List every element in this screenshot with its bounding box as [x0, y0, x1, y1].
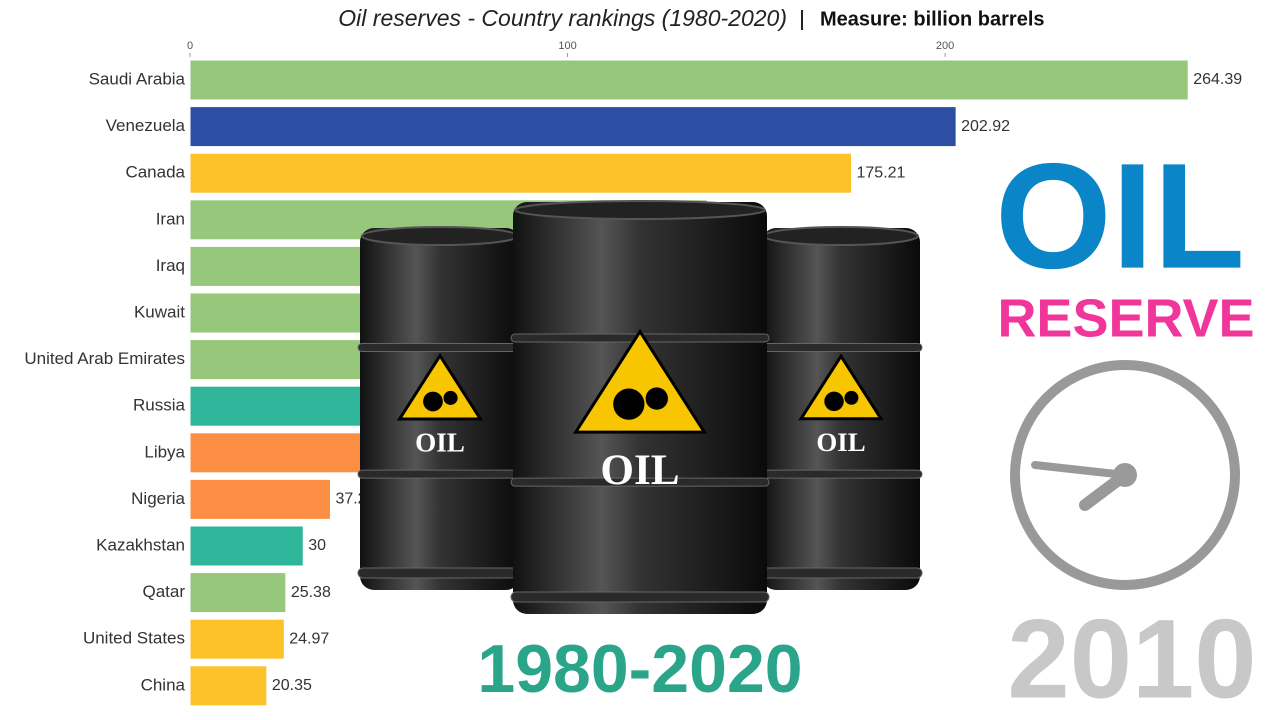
year-label: 2010 — [1007, 597, 1256, 720]
barrel-top — [763, 226, 919, 246]
barrel-ring — [759, 567, 923, 579]
value-label: 30 — [308, 537, 326, 554]
category-label: Saudi Arabia — [89, 69, 186, 88]
barrel-label: OIL — [415, 428, 465, 458]
value-label: 20.35 — [272, 677, 312, 694]
warning-sign — [798, 353, 884, 421]
headline-sub: RESERVE — [997, 288, 1254, 348]
oil-drop — [443, 390, 458, 405]
oil-drop — [844, 390, 859, 405]
barrel-ring — [357, 342, 523, 352]
x-tick-label: 0 — [187, 40, 193, 52]
chart-subtitle: Measure: billion barrels — [820, 8, 1045, 30]
x-tick-label: 200 — [936, 40, 954, 52]
value-label: 37.2 — [335, 491, 366, 508]
bar — [189, 572, 287, 614]
barrel-label: OIL — [600, 447, 679, 494]
warning-sign — [396, 352, 484, 421]
bar — [189, 106, 957, 148]
barrel-ring — [357, 469, 523, 479]
bar — [189, 665, 268, 707]
bar — [189, 525, 304, 567]
bar — [189, 432, 366, 474]
category-label: Kuwait — [134, 302, 185, 321]
clock-face — [1010, 360, 1240, 590]
category-label: Nigeria — [131, 489, 185, 508]
bar — [189, 59, 1189, 101]
barrel-top — [361, 226, 519, 246]
category-label: Kazakhstan — [96, 535, 185, 554]
value-label: 25.38 — [291, 584, 331, 601]
value-label: 175.21 — [857, 164, 906, 181]
category-label: United States — [83, 629, 185, 648]
barrel-top — [514, 200, 766, 220]
category-label: Canada — [125, 163, 185, 182]
barrel-ring — [759, 342, 923, 352]
category-label: China — [141, 675, 186, 694]
bar — [189, 152, 853, 194]
barrel: OIL — [357, 226, 523, 590]
category-label: United Arab Emirates — [24, 349, 185, 368]
category-label: Venezuela — [106, 116, 186, 135]
value-label: 202.92 — [961, 118, 1010, 135]
oil-drop — [824, 391, 844, 412]
value-label: 24.97 — [289, 630, 329, 647]
chart-title: Oil reserves - Country rankings (1980-20… — [338, 5, 787, 31]
x-tick-label: 100 — [558, 40, 576, 52]
barrel-label: OIL — [816, 427, 865, 457]
oil-drop — [645, 387, 668, 410]
clock — [1010, 360, 1240, 590]
category-label: Iraq — [156, 256, 185, 275]
period-label: 1980-2020 — [477, 631, 802, 707]
category-label: Qatar — [142, 582, 185, 601]
bar — [189, 618, 285, 660]
bar — [189, 478, 331, 520]
barrel-ring — [357, 567, 523, 579]
barrel: OIL — [759, 226, 923, 590]
barrel: OIL — [510, 200, 770, 614]
value-label: 264.39 — [1193, 71, 1242, 88]
barrel-ring — [510, 477, 770, 487]
barrel-ring — [759, 469, 923, 479]
category-label: Iran — [156, 209, 185, 228]
warning-sign — [572, 328, 708, 434]
barrels-illustration: OIL OIL OIL — [357, 200, 923, 614]
oil-drop — [423, 391, 443, 412]
clock-hand — [1031, 461, 1129, 479]
barrel-ring — [510, 591, 770, 603]
category-label: Russia — [133, 396, 186, 415]
clock-center — [1113, 463, 1137, 487]
oil-drop — [613, 388, 645, 420]
category-label: Libya — [144, 442, 185, 461]
headline: OIL — [995, 132, 1245, 300]
